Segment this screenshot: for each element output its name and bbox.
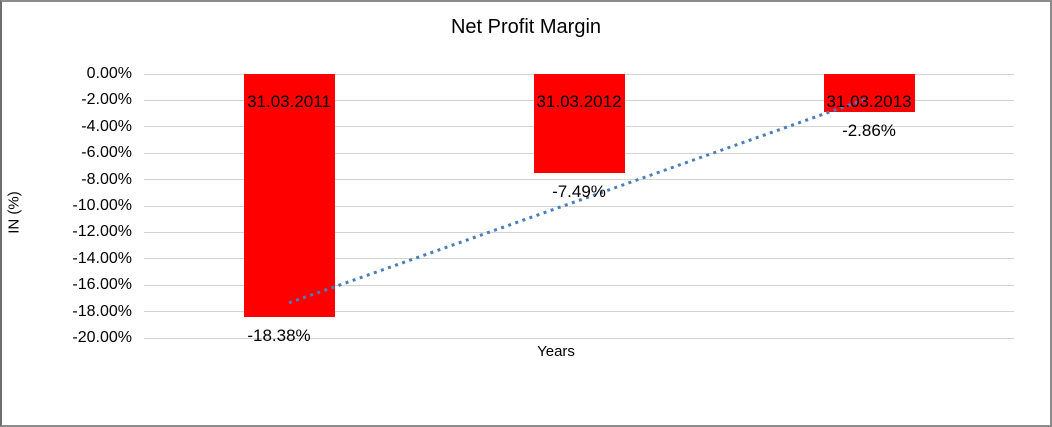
y-tick-label: -12.00%	[72, 223, 132, 241]
gridline	[144, 337, 1014, 339]
y-tick-label: -14.00%	[72, 249, 132, 267]
y-tick-label: -6.00%	[81, 144, 132, 162]
gridline	[144, 311, 1014, 313]
bar-category-label: 31.03.2013	[826, 92, 912, 111]
bar-value-label: -18.38%	[247, 325, 311, 345]
y-tick-label: -8.00%	[81, 170, 132, 188]
bar-31.03.2012	[533, 74, 625, 173]
bar-category-label: 31.03.2011	[247, 92, 331, 111]
bar-category-label: 31.03.2012	[536, 92, 622, 111]
y-tick-label: -10.00%	[72, 197, 132, 214]
bar-value-label: -7.49%	[552, 181, 606, 201]
y-axis-title: IN (%)	[5, 191, 23, 234]
y-tick-label: 0.00%	[86, 65, 132, 82]
y-tick-label: -4.00%	[81, 117, 132, 135]
y-tick-label: -16.00%	[72, 276, 132, 294]
y-tick-label: -20.00%	[72, 329, 132, 346]
chart-title: Net Profit Margin	[450, 16, 602, 38]
y-tick-label: -2.00%	[81, 91, 132, 109]
x-axis-title: Years	[537, 343, 575, 360]
bar-value-label: -2.86%	[842, 120, 896, 140]
y-tick-label: -18.00%	[72, 302, 132, 320]
